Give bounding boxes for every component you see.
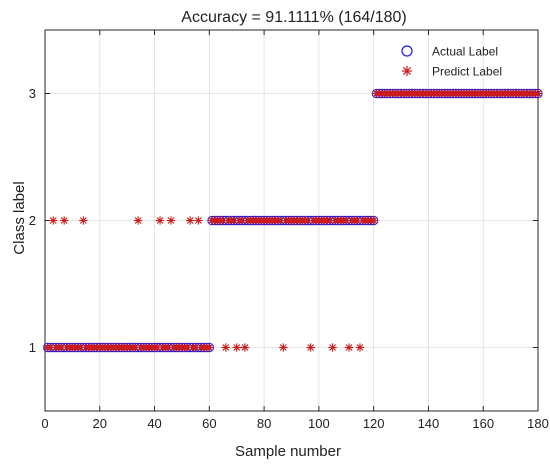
predict-label-point	[533, 89, 543, 98]
asterisk-stroke	[47, 344, 54, 351]
misclassified-point	[155, 216, 165, 225]
asterisk-stroke	[184, 344, 191, 351]
misclassified-point	[328, 343, 337, 352]
misclassified-point	[306, 343, 315, 352]
misclassified-point	[221, 343, 230, 352]
misclassified-point	[279, 343, 288, 352]
asterisk-stroke	[326, 217, 334, 224]
misclassified-point	[133, 216, 143, 225]
asterisk-stroke	[370, 217, 378, 224]
x-tick-label: 100	[308, 416, 330, 431]
asterisk-stroke	[156, 217, 164, 224]
asterisk-stroke	[77, 344, 85, 351]
asterisk-stroke	[219, 217, 227, 224]
plot-area: 0 20 40 60 80 100 120 140 160 180 1 2 3 Actual Label P…	[29, 29, 549, 431]
asterisk-stroke	[134, 217, 142, 224]
predict-label-point	[353, 216, 362, 225]
asterisk-stroke	[356, 344, 364, 351]
predict-label-point	[46, 343, 55, 352]
asterisk-stroke	[164, 344, 172, 351]
predict-label-point	[276, 216, 285, 225]
y-tick-label: 1	[29, 340, 36, 355]
x-tick-label: 120	[363, 416, 385, 431]
x-tick-label: 40	[147, 416, 161, 431]
asterisk-stroke	[345, 344, 353, 351]
predict-label-point	[153, 343, 162, 352]
x-tick-label: 80	[257, 416, 271, 431]
predict-label-point	[369, 216, 378, 225]
misclassified-point	[240, 343, 250, 352]
asterisk-stroke	[194, 217, 202, 224]
misclassified-point	[194, 216, 203, 225]
legend-label: Actual Label	[432, 45, 498, 59]
y-axis-label: Class label	[11, 181, 28, 254]
asterisk-stroke	[153, 344, 161, 351]
asterisk-stroke	[222, 344, 230, 351]
asterisk-stroke	[60, 217, 68, 224]
asterisk-stroke	[307, 344, 315, 351]
x-axis-label: Sample number	[235, 443, 341, 460]
misclassified-point	[166, 216, 176, 225]
y-tick-label: 2	[29, 213, 36, 228]
legend-circle-icon	[401, 45, 413, 57]
x-tick-label: 160	[472, 416, 494, 431]
y-tick-label: 3	[29, 86, 36, 101]
asterisk-stroke	[131, 344, 139, 351]
predict-label-point	[218, 216, 228, 225]
asterisk-stroke	[49, 217, 57, 224]
predict-label-point	[205, 343, 214, 352]
misclassified-point	[344, 343, 354, 352]
misclassified-point	[185, 216, 195, 225]
x-tick-label: 140	[418, 416, 440, 431]
asterisk-stroke	[205, 344, 213, 351]
legend-asterisk-icon	[402, 66, 412, 76]
predict-label-point	[238, 216, 247, 225]
asterisk-stroke	[277, 217, 284, 224]
asterisk-stroke	[238, 217, 246, 224]
legend-label: Predict Label	[432, 65, 502, 79]
predict-label-point	[76, 343, 85, 352]
x-tick-label: 60	[202, 416, 216, 431]
asterisk-stroke	[186, 217, 194, 224]
asterisk-stroke	[402, 66, 412, 76]
asterisk-stroke	[192, 344, 200, 351]
asterisk-stroke	[329, 344, 336, 351]
asterisk-stroke	[230, 217, 238, 224]
misclassified-point	[232, 343, 241, 352]
asterisk-stroke	[167, 217, 175, 224]
chart-title: Accuracy = 91.1111% (164/180)	[181, 9, 406, 26]
misclassified-point	[59, 216, 69, 225]
predict-label-point	[342, 216, 351, 225]
misclassified-point	[355, 343, 365, 352]
asterisk-stroke	[233, 344, 241, 351]
x-tick-label: 180	[527, 416, 549, 431]
x-tick-label: 20	[93, 416, 107, 431]
misclassified-point	[49, 216, 58, 225]
asterisk-stroke	[58, 344, 65, 351]
asterisk-stroke	[279, 344, 287, 351]
predict-label-point	[57, 343, 66, 352]
asterisk-stroke	[342, 217, 350, 224]
predict-label-point	[164, 343, 173, 352]
x-tick-label: 0	[41, 416, 48, 431]
misclassified-point	[79, 216, 88, 225]
asterisk-stroke	[353, 217, 361, 224]
asterisk-stroke	[534, 90, 542, 97]
asterisk-stroke	[304, 217, 312, 224]
asterisk-stroke	[241, 344, 249, 351]
asterisk-stroke	[79, 217, 87, 224]
